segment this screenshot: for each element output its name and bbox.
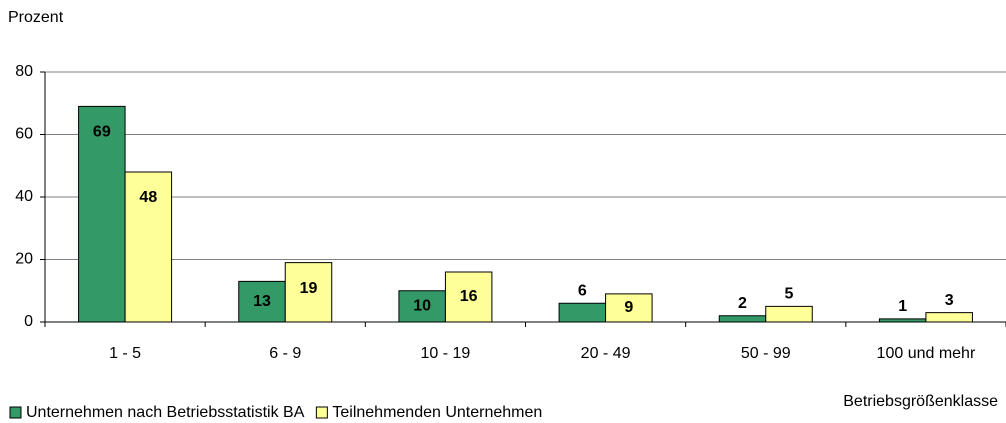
x-tick-label: 1 - 5 <box>109 345 141 362</box>
x-tick-label: 10 - 19 <box>421 345 471 362</box>
bar <box>124 171 173 323</box>
y-tick-label: 60 <box>15 126 33 143</box>
value-label: 16 <box>460 288 478 305</box>
value-label: 69 <box>93 124 111 141</box>
y-tick-label: 40 <box>15 188 33 205</box>
bar <box>765 305 813 323</box>
y-tick-label: 20 <box>15 251 33 268</box>
value-label: 9 <box>624 299 633 316</box>
value-label: 1 <box>898 298 907 315</box>
bar <box>605 293 653 323</box>
value-label: 10 <box>413 298 431 315</box>
value-label: 13 <box>253 293 271 310</box>
y-tick-label: 0 <box>24 313 33 330</box>
bar <box>284 262 333 323</box>
legend-label: Teilnehmenden Unternehmen <box>332 404 542 421</box>
value-label: 48 <box>139 189 157 206</box>
bar <box>925 312 973 323</box>
bar <box>878 318 927 323</box>
bar <box>444 271 493 323</box>
bar <box>78 105 126 323</box>
value-label: 5 <box>785 286 794 303</box>
value-label: 2 <box>738 295 747 312</box>
x-tick-label: 20 - 49 <box>581 345 631 362</box>
x-tick-label: 100 und mehr <box>877 345 976 362</box>
x-tick-label: 50 - 99 <box>741 345 791 362</box>
value-label: 6 <box>578 282 587 299</box>
x-axis-label: Betriebsgrößenklasse <box>843 393 998 410</box>
legend-swatch <box>9 406 22 419</box>
legend-swatch <box>315 406 328 419</box>
bar <box>718 315 767 323</box>
y-tick-label: 80 <box>15 63 33 80</box>
bar <box>558 302 607 323</box>
y-axis-label: Prozent <box>8 9 64 26</box>
value-label: 19 <box>300 280 318 297</box>
x-tick-label: 6 - 9 <box>269 345 301 362</box>
value-label: 3 <box>945 292 954 309</box>
legend-label: Unternehmen nach Betriebsstatistik BA <box>26 404 305 421</box>
